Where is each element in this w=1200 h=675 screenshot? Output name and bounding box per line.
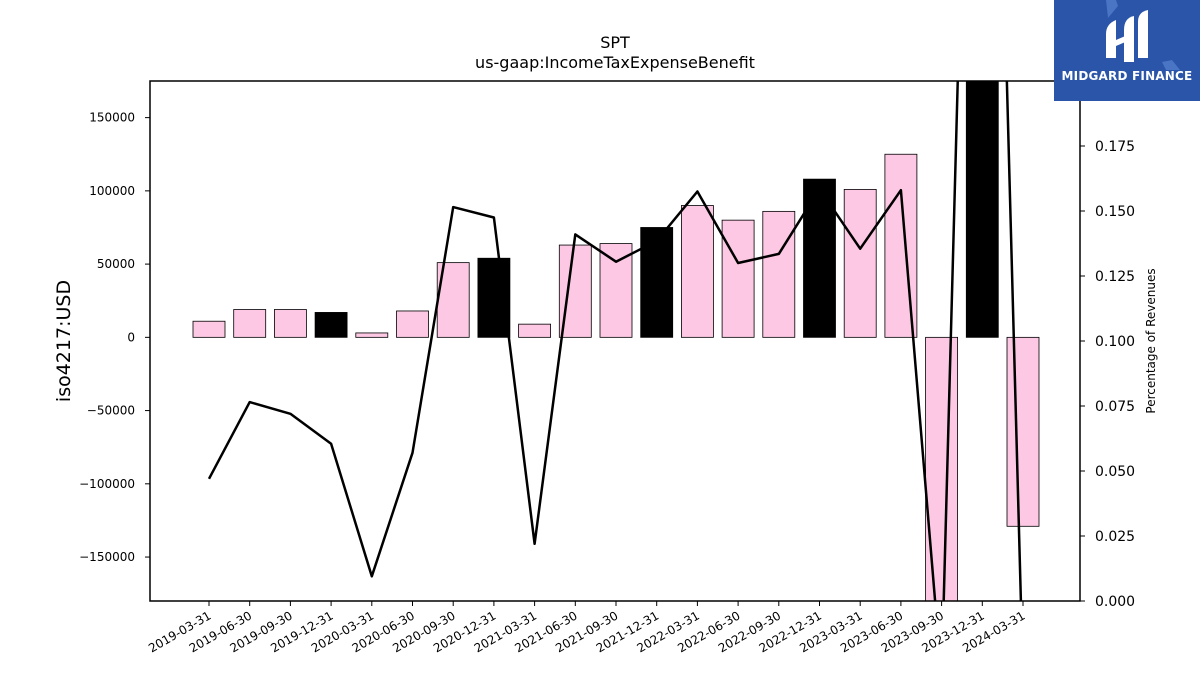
y-tick-label: 50000 bbox=[97, 257, 135, 271]
bar bbox=[599, 243, 633, 338]
bar bbox=[396, 310, 429, 338]
bar bbox=[233, 309, 267, 338]
y-tick-label: −100000 bbox=[79, 477, 135, 491]
y2-tick-label: 0.150 bbox=[1095, 204, 1135, 220]
y-tick-label: 150000 bbox=[89, 111, 135, 125]
bar bbox=[192, 320, 226, 338]
logo-text: MIDGARD FINANCE bbox=[1061, 69, 1193, 83]
y-tick-label: 100000 bbox=[89, 184, 135, 198]
bar bbox=[965, 81, 999, 338]
y2-tick-label: 0.100 bbox=[1095, 334, 1135, 350]
bar bbox=[314, 312, 348, 338]
bar bbox=[843, 188, 877, 338]
y-tick-label: −50000 bbox=[87, 404, 135, 418]
y-tick-label: −150000 bbox=[79, 550, 135, 564]
bar bbox=[640, 227, 674, 338]
y-axis-label: iso4217:USD bbox=[53, 280, 75, 402]
bar bbox=[681, 205, 714, 338]
bar bbox=[518, 323, 551, 338]
y2-tick-label: 0.000 bbox=[1095, 594, 1135, 610]
y-tick-label: 0 bbox=[127, 330, 135, 344]
y2-tick-label: 0.125 bbox=[1095, 269, 1135, 285]
bar bbox=[355, 332, 389, 338]
bar bbox=[1006, 336, 1040, 527]
y2-axis-label: Percentage of Revenues bbox=[1144, 268, 1158, 413]
chart-subtitle: us-gaap:IncomeTaxExpenseBenefit bbox=[475, 53, 755, 72]
bar bbox=[273, 309, 307, 338]
y2-tick-label: 0.025 bbox=[1095, 529, 1135, 545]
bars-layer bbox=[192, 81, 1040, 601]
y2-tick-label: 0.050 bbox=[1095, 464, 1135, 480]
chart-title: SPT bbox=[600, 33, 630, 52]
bar bbox=[721, 219, 755, 338]
bar bbox=[762, 210, 796, 338]
ratio-line bbox=[207, 81, 1023, 601]
line-layer bbox=[207, 81, 1023, 601]
bar bbox=[803, 178, 836, 338]
y2-tick-label: 0.075 bbox=[1095, 399, 1135, 415]
y2-tick-label: 0.175 bbox=[1095, 139, 1135, 155]
midgard-finance-logo: MIDGARD FINANCE bbox=[1054, 0, 1200, 101]
logo-mark-icon bbox=[1106, 0, 1180, 70]
